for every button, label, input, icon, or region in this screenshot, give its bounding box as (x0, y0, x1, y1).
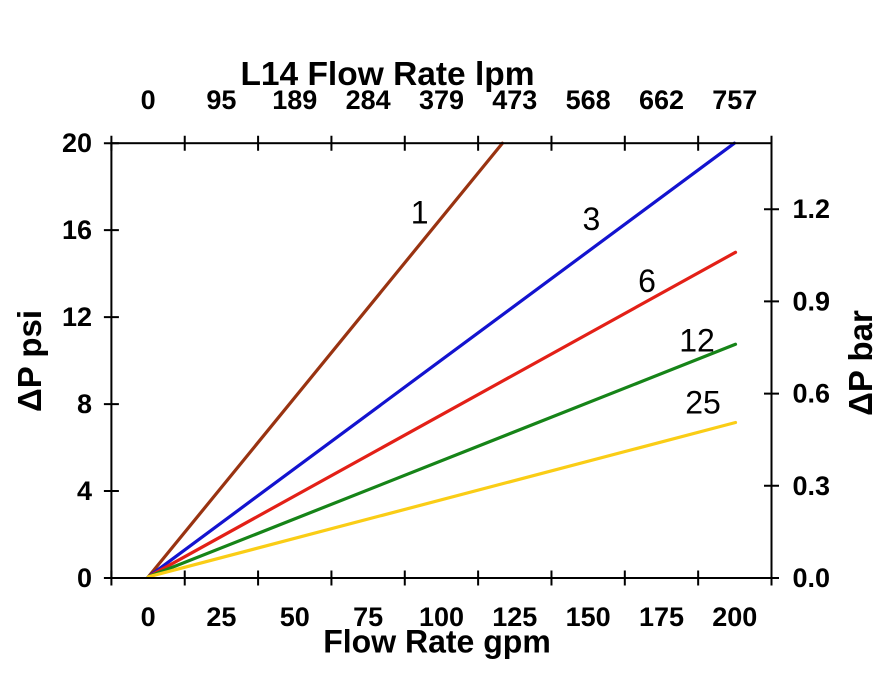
svg-text:25: 25 (206, 602, 236, 632)
svg-text:Flow Rate gpm: Flow Rate gpm (323, 624, 551, 660)
svg-text:L14 Flow Rate lpm: L14 Flow Rate lpm (240, 56, 534, 93)
svg-text:0.3: 0.3 (793, 471, 831, 501)
svg-text:6: 6 (638, 263, 656, 299)
svg-text:100: 100 (419, 602, 464, 632)
svg-text:16: 16 (62, 215, 92, 245)
svg-text:95: 95 (206, 85, 236, 115)
svg-text:150: 150 (566, 602, 611, 632)
svg-text:ΔP psi: ΔP psi (11, 310, 48, 412)
svg-text:0.0: 0.0 (793, 563, 831, 593)
svg-text:0.9: 0.9 (793, 286, 831, 316)
svg-text:ΔP bar: ΔP bar (842, 310, 879, 416)
svg-text:0: 0 (141, 85, 156, 115)
svg-text:20: 20 (62, 128, 92, 158)
svg-text:0: 0 (141, 602, 156, 632)
svg-text:757: 757 (712, 85, 757, 115)
svg-text:0: 0 (77, 563, 92, 593)
svg-text:379: 379 (419, 85, 464, 115)
svg-text:189: 189 (272, 85, 317, 115)
svg-text:125: 125 (492, 602, 537, 632)
svg-text:175: 175 (639, 602, 684, 632)
svg-text:1: 1 (411, 195, 429, 231)
svg-text:568: 568 (566, 85, 611, 115)
svg-text:200: 200 (712, 602, 757, 632)
svg-text:12: 12 (679, 323, 715, 359)
svg-text:12: 12 (62, 302, 92, 332)
svg-text:25: 25 (685, 385, 721, 421)
svg-text:50: 50 (280, 602, 310, 632)
svg-text:284: 284 (346, 85, 391, 115)
svg-text:662: 662 (639, 85, 684, 115)
svg-text:1.2: 1.2 (793, 194, 831, 224)
svg-text:0.6: 0.6 (793, 379, 831, 409)
svg-text:4: 4 (77, 476, 92, 506)
svg-text:473: 473 (492, 85, 537, 115)
svg-text:75: 75 (353, 602, 383, 632)
svg-text:8: 8 (77, 389, 92, 419)
svg-text:3: 3 (583, 201, 601, 237)
